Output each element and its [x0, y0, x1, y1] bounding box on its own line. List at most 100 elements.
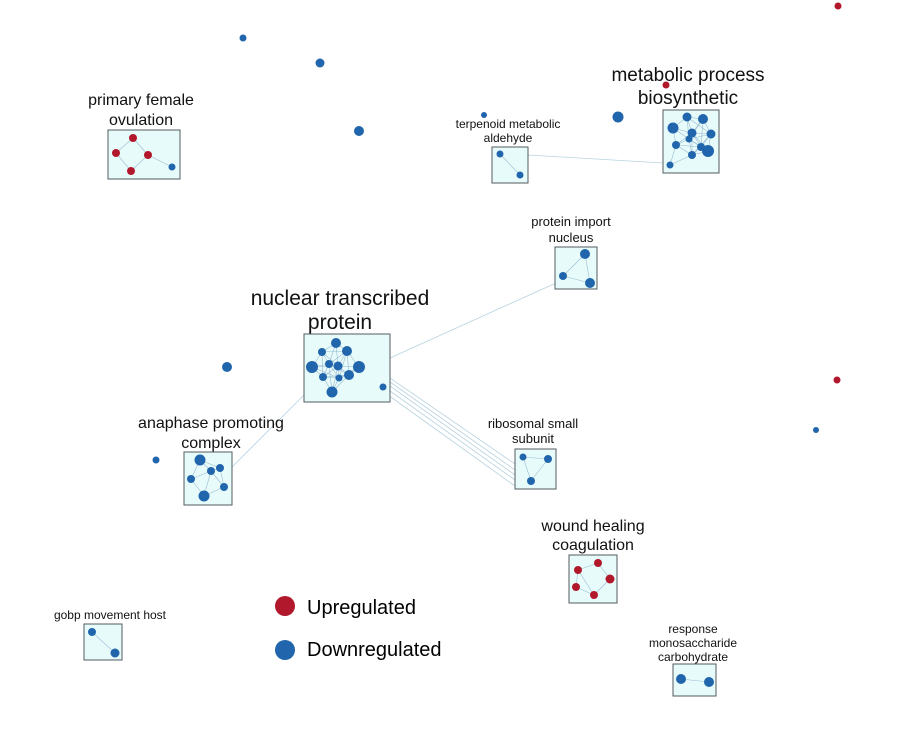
cluster-label-line: biosynthetic — [638, 88, 738, 109]
gene-set-node[interactable] — [544, 455, 552, 463]
gene-set-node[interactable] — [676, 674, 686, 684]
gene-set-node[interactable] — [605, 574, 615, 584]
gene-set-node[interactable] — [574, 566, 582, 574]
gene-set-node[interactable] — [333, 361, 343, 371]
gene-set-node[interactable] — [194, 454, 206, 466]
cluster-label-line: terpenoid metabolic — [456, 117, 561, 131]
gene-set-node[interactable] — [594, 559, 602, 567]
gene-set-node[interactable] — [216, 464, 224, 472]
gene-set-node[interactable] — [496, 150, 504, 158]
gene-set-node[interactable] — [110, 648, 120, 658]
cluster-label-line: nucleus — [549, 230, 594, 245]
intra-cluster-edge — [499, 153, 521, 176]
cluster-gobp[interactable]: gobp movement host — [54, 608, 167, 661]
gene-set-node[interactable] — [353, 361, 365, 373]
gene-set-node[interactable] — [207, 467, 215, 475]
inter-cluster-edge — [389, 377, 516, 465]
gene-set-node[interactable] — [168, 163, 176, 171]
gene-set-node[interactable] — [325, 360, 333, 368]
cluster-label-line: coagulation — [552, 537, 634, 554]
cluster-label-line: primary female — [88, 92, 194, 109]
legend-upregulated-label: Upregulated — [307, 597, 416, 619]
singleton-node[interactable] — [239, 34, 247, 42]
singleton-node[interactable] — [481, 112, 487, 118]
gene-set-node[interactable] — [685, 135, 693, 143]
cluster-label-line: response — [668, 622, 718, 636]
gene-set-node[interactable] — [88, 628, 96, 636]
gene-set-node[interactable] — [318, 348, 326, 356]
cluster-label-line: complex — [181, 435, 241, 452]
cluster-label-line: metabolic process — [611, 65, 764, 86]
singleton-node[interactable] — [152, 456, 160, 464]
gene-set-node[interactable] — [572, 583, 580, 591]
gene-set-node[interactable] — [667, 122, 679, 134]
gene-set-node[interactable] — [698, 114, 708, 124]
gene-set-node[interactable] — [580, 249, 590, 259]
intra-cluster-edge — [669, 154, 693, 166]
gene-set-node[interactable] — [319, 373, 327, 381]
inter-cluster-edge — [389, 390, 516, 481]
singleton-node[interactable] — [315, 58, 325, 68]
gene-set-node[interactable] — [129, 134, 137, 142]
gene-set-node[interactable] — [342, 346, 352, 356]
intra-cluster-edge — [562, 253, 586, 277]
intra-cluster-edge — [577, 569, 595, 596]
gene-set-node[interactable] — [702, 145, 714, 157]
inter-cluster-edge — [527, 154, 664, 164]
gene-set-node[interactable] — [187, 475, 195, 483]
cluster-box — [303, 333, 391, 403]
gene-set-node[interactable] — [344, 370, 354, 380]
gene-set-node[interactable] — [220, 483, 228, 491]
gene-set-node[interactable] — [706, 129, 716, 139]
legend-upregulated-marker — [275, 596, 295, 616]
gene-set-node[interactable] — [672, 141, 680, 149]
cluster-label-line: gobp movement host — [54, 608, 167, 622]
intra-cluster-edge — [522, 456, 549, 460]
gene-set-node[interactable] — [682, 112, 692, 122]
cluster-label-line: aldehyde — [484, 131, 533, 145]
cluster-anaphase[interactable]: anaphase promoting complex — [138, 415, 284, 506]
singleton-node[interactable] — [354, 126, 364, 136]
gene-set-node[interactable] — [144, 151, 152, 159]
inter-cluster-edge — [389, 381, 516, 471]
gene-set-node[interactable] — [516, 171, 524, 179]
gene-set-node[interactable] — [198, 490, 210, 502]
cluster-label-line: ribosomal small — [488, 416, 578, 431]
gene-set-node[interactable] — [687, 128, 697, 138]
singleton-node[interactable] — [612, 111, 624, 123]
singleton-node[interactable] — [833, 376, 841, 384]
singleton-node[interactable] — [222, 362, 232, 372]
gene-set-node[interactable] — [688, 151, 696, 159]
gene-set-node[interactable] — [666, 161, 674, 169]
gene-set-node[interactable] — [590, 591, 598, 599]
intra-cluster-edge — [530, 458, 549, 482]
singleton-node[interactable] — [834, 2, 842, 10]
gene-set-node[interactable] — [127, 167, 135, 175]
legend-downregulated-label: Downregulated — [307, 639, 442, 661]
gene-set-node[interactable] — [331, 338, 341, 348]
gene-set-node[interactable] — [519, 453, 527, 461]
gene-set-node[interactable] — [585, 278, 595, 288]
gene-set-node[interactable] — [326, 386, 338, 398]
gene-set-node[interactable] — [306, 361, 318, 373]
singleton-node[interactable] — [662, 81, 670, 89]
singleton-node[interactable] — [813, 427, 819, 433]
intra-cluster-edge — [321, 351, 324, 378]
gene-set-node[interactable] — [559, 272, 567, 280]
gene-set-node[interactable] — [704, 677, 714, 687]
cluster-primary-female[interactable]: primary female ovulation — [88, 92, 194, 180]
gene-set-node[interactable] — [335, 374, 343, 382]
gene-set-node[interactable] — [379, 383, 387, 391]
intra-cluster-edge — [91, 631, 116, 654]
cluster-wound[interactable]: wound healing coagulation — [540, 518, 645, 604]
gene-set-node[interactable] — [527, 477, 535, 485]
gene-set-node[interactable] — [112, 149, 120, 157]
cluster-label-line: ovulation — [109, 112, 173, 129]
cluster-label-line: anaphase promoting — [138, 415, 284, 432]
